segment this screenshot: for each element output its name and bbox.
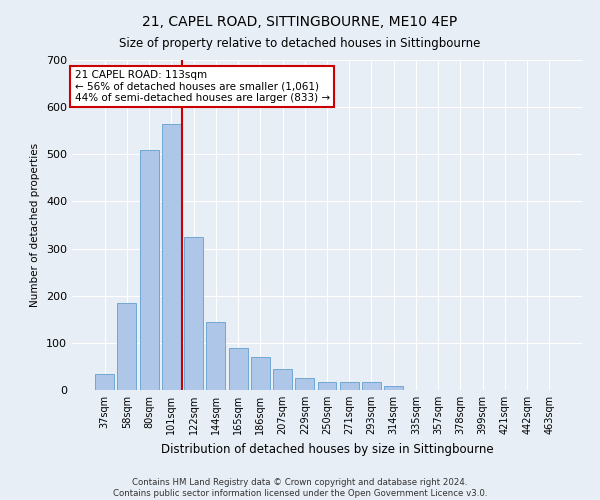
Bar bbox=[206, 322, 225, 390]
Bar bbox=[118, 303, 136, 390]
Bar bbox=[184, 237, 203, 390]
Bar bbox=[229, 348, 248, 390]
Bar bbox=[295, 378, 314, 390]
Bar bbox=[317, 382, 337, 390]
Y-axis label: Number of detached properties: Number of detached properties bbox=[31, 143, 40, 307]
Bar bbox=[140, 150, 158, 390]
Bar bbox=[162, 124, 181, 390]
X-axis label: Distribution of detached houses by size in Sittingbourne: Distribution of detached houses by size … bbox=[161, 442, 493, 456]
Bar bbox=[362, 382, 381, 390]
Text: Contains HM Land Registry data © Crown copyright and database right 2024.
Contai: Contains HM Land Registry data © Crown c… bbox=[113, 478, 487, 498]
Text: 21 CAPEL ROAD: 113sqm
← 56% of detached houses are smaller (1,061)
44% of semi-d: 21 CAPEL ROAD: 113sqm ← 56% of detached … bbox=[74, 70, 329, 103]
Text: 21, CAPEL ROAD, SITTINGBOURNE, ME10 4EP: 21, CAPEL ROAD, SITTINGBOURNE, ME10 4EP bbox=[142, 15, 458, 29]
Bar bbox=[384, 386, 403, 390]
Text: Size of property relative to detached houses in Sittingbourne: Size of property relative to detached ho… bbox=[119, 38, 481, 51]
Bar bbox=[251, 357, 270, 390]
Bar bbox=[273, 369, 292, 390]
Bar bbox=[340, 382, 359, 390]
Bar bbox=[95, 374, 114, 390]
